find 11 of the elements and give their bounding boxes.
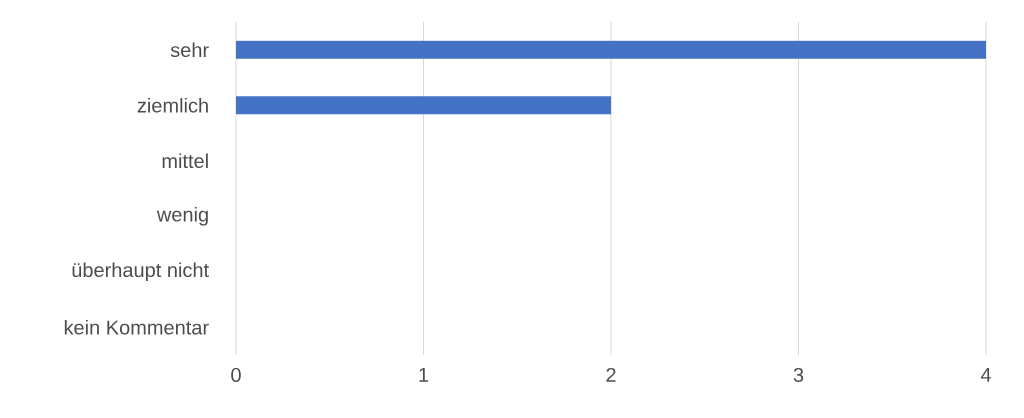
y-tick-label: mittel [162, 153, 208, 169]
x-tick-label: 1 [419, 367, 429, 382]
y-tick-label: wenig [156, 206, 208, 226]
x-tick-label: 3 [793, 367, 804, 383]
x-tick-label: 4 [980, 367, 991, 382]
y-tick-label: überhaupt nicht [72, 262, 209, 282]
x-tick-label: 0 [231, 367, 241, 383]
y-tick-label: sehr [170, 42, 209, 58]
y-tick-label: ziemlich [137, 97, 208, 113]
x-tick-label: 2 [606, 367, 616, 382]
y-tick-label: kein Kommentar [64, 319, 209, 335]
